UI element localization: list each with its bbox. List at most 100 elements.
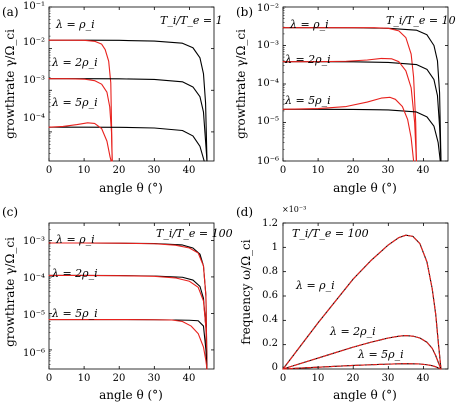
panel-a-xlabel: angle θ (°) xyxy=(99,181,163,195)
panel-d-ytick-label-1: 0.2 xyxy=(262,338,278,349)
panel-d-ytick-label-2: 0.4 xyxy=(262,314,278,325)
panel-d-temp-ratio: T_i/T_e = 100 xyxy=(292,227,369,240)
panel-d: (d) 0 0.2 0.4 0.6 0.8 1 1.2 ×10⁻³ 0 10 2… xyxy=(236,205,449,402)
panel-c-series-3-red xyxy=(48,274,208,370)
panel-d-xtick-label-0: 0 xyxy=(280,373,286,384)
panel-a-xtick-label-0: 0 xyxy=(46,165,52,176)
panel-b-temp-ratio: T_i/T_e = 10 xyxy=(386,14,456,27)
panel-d-xtick-label-1: 10 xyxy=(312,373,325,384)
panel-d-letter: (d) xyxy=(236,205,253,219)
panel-d-xticklabels: 0 10 20 30 40 xyxy=(280,373,430,384)
panel-d-xlabel: angle θ (°) xyxy=(333,388,397,402)
panel-b-xtick-label-4: 40 xyxy=(417,165,430,176)
panel-b-series-2-black xyxy=(282,61,442,162)
panel-c-series-5-red xyxy=(48,318,208,370)
panel-d-ytick-label-4: 0.8 xyxy=(262,266,278,277)
panel-d-series-1-red xyxy=(282,234,442,370)
panel-d-ytick-label-6: 1.2 xyxy=(262,218,278,229)
panel-a-series-0-black xyxy=(48,39,208,162)
panel-c-xtick-label-0: 0 xyxy=(46,373,52,384)
panel-a-series-3-red xyxy=(48,78,113,162)
panel-c-series-1-red xyxy=(48,242,208,370)
panel-a-ytick-label-0: 10⁻⁴ xyxy=(23,113,45,124)
panel-c-xlabel: angle θ (°) xyxy=(99,388,163,402)
panel-c-label-lambda-1: λ = ρ_i xyxy=(55,233,95,246)
panel-a-temp-ratio: T_i/T_e = 1 xyxy=(160,14,223,27)
panel-a-series-1-red xyxy=(48,39,113,162)
panel-d-label-lambda-5: λ = 5ρ_i xyxy=(357,348,404,361)
panel-a-series-2-black xyxy=(48,78,208,162)
panel-d-label-lambda-2: λ = 2ρ_i xyxy=(329,325,376,338)
panel-c-label-lambda-5: λ = 5ρ_i xyxy=(51,307,98,320)
panel-a-label-lambda-1: λ = ρ_i xyxy=(55,18,95,31)
panel-d-xtick-label-3: 30 xyxy=(382,373,395,384)
panel-b-yticklabels: 10⁻⁶ 10⁻⁵ 10⁻⁴ 10⁻³ 10⁻² xyxy=(257,3,279,167)
panel-c-ytick-label-1: 10⁻⁵ xyxy=(23,310,45,321)
panel-b-ylabel: growthrate γ/Ω_ci xyxy=(234,29,248,139)
panel-c-ytick-label-0: 10⁻⁶ xyxy=(23,348,45,359)
panel-d-y-multiplier: ×10⁻³ xyxy=(282,205,306,214)
panel-b-xtick-label-1: 10 xyxy=(312,165,325,176)
panel-b-letter: (b) xyxy=(236,5,253,19)
panel-a-xtick-label-4: 40 xyxy=(183,165,196,176)
panel-b-ytick-label-3: 10⁻³ xyxy=(257,40,279,51)
panel-b-series-1-red xyxy=(282,27,417,162)
panel-d-plot xyxy=(282,222,449,370)
panel-d-yticklabels: 0 0.2 0.4 0.6 0.8 1 1.2 xyxy=(262,218,278,373)
panel-b-label-lambda-1: λ = ρ_i xyxy=(289,18,329,31)
panel-a-xticklabels: 0 10 20 30 40 xyxy=(46,165,196,176)
panel-c-xtick-label-4: 40 xyxy=(183,373,196,384)
panel-c-xtick-label-3: 30 xyxy=(148,373,161,384)
panel-b-ytick-label-0: 10⁻⁶ xyxy=(257,156,279,167)
panel-b-label-lambda-5: λ = 5ρ_i xyxy=(284,94,331,107)
panel-c-temp-ratio: T_i/T_e = 100 xyxy=(156,227,233,240)
panel-a-yticklabels: 10⁻⁴ 10⁻³ 10⁻² 10⁻¹ xyxy=(23,1,45,124)
panel-c: (c) 10⁻⁶ 10⁻⁵ 10⁻⁴ 10⁻³ 0 10 20 30 40 an… xyxy=(2,205,233,402)
panel-d-ytick-label-5: 1 xyxy=(272,242,278,253)
panel-a-plot xyxy=(48,6,215,162)
panel-b: (b) 10⁻⁶ 10⁻⁵ 10⁻⁴ 10⁻³ 10⁻² 0 10 20 30 … xyxy=(234,3,456,195)
panel-c-series-4-black xyxy=(48,318,208,370)
panel-c-series-0-black xyxy=(48,242,208,370)
panel-a-label-lambda-5: λ = 5ρ_i xyxy=(51,96,98,109)
panel-c-letter: (c) xyxy=(2,205,18,219)
panel-a-xtick-label-2: 20 xyxy=(113,165,126,176)
panel-b-series-3-red xyxy=(282,57,417,162)
panel-a-ytick-label-3: 10⁻¹ xyxy=(23,1,45,12)
panel-b-xtick-label-2: 20 xyxy=(347,165,360,176)
panel-a-series-5-red xyxy=(48,122,112,162)
panel-b-series-5-red xyxy=(282,96,415,162)
panel-d-ytick-label-0: 0 xyxy=(272,362,278,373)
panel-b-ytick-label-1: 10⁻⁵ xyxy=(257,116,279,127)
panel-c-ytick-label-2: 10⁻⁴ xyxy=(23,273,45,284)
panel-c-xtick-label-2: 20 xyxy=(113,373,126,384)
panel-b-xtick-label-0: 0 xyxy=(280,165,286,176)
panel-b-series-4-black xyxy=(282,108,441,162)
panel-a-label-lambda-2: λ = 2ρ_i xyxy=(51,56,98,69)
panel-b-label-lambda-2: λ = 2ρ_i xyxy=(284,53,331,66)
panel-a-ylabel: growthrate γ/Ω_ci xyxy=(3,29,17,139)
panel-a-series-4-black xyxy=(48,126,205,162)
panel-b-ytick-label-2: 10⁻⁴ xyxy=(257,78,279,89)
panel-b-xticklabels: 0 10 20 30 40 xyxy=(280,165,430,176)
panel-a-xtick-label-1: 10 xyxy=(78,165,91,176)
panel-d-xtick-label-2: 20 xyxy=(347,373,360,384)
panel-d-ytick-label-3: 0.6 xyxy=(262,290,278,301)
panel-c-label-lambda-2: λ = 2ρ_i xyxy=(51,267,98,280)
panel-b-plot xyxy=(282,6,449,162)
panel-a-ytick-label-1: 10⁻³ xyxy=(23,75,45,86)
panel-c-ylabel: growthrate γ/Ω_ci xyxy=(3,237,17,347)
panel-a-xtick-label-3: 30 xyxy=(148,165,161,176)
panel-b-ytick-label-4: 10⁻² xyxy=(257,3,279,14)
panel-d-series-5-red xyxy=(282,363,442,370)
panel-a: (a) 10⁻⁴ 10⁻³ 10⁻² 10⁻¹ 0 10 20 30 40 an… xyxy=(2,1,223,195)
panel-b-xlabel: angle θ (°) xyxy=(333,181,397,195)
panel-c-xticklabels: 0 10 20 30 40 xyxy=(46,373,196,384)
panel-d-label-lambda-1: λ = ρ_i xyxy=(295,279,335,292)
panel-a-letter: (a) xyxy=(2,5,19,19)
panel-c-ytick-label-3: 10⁻³ xyxy=(23,236,45,247)
panel-a-ytick-label-2: 10⁻² xyxy=(23,37,45,48)
panel-c-plot xyxy=(48,222,215,370)
panel-a-axes-frame xyxy=(48,6,215,162)
panel-c-yticklabels: 10⁻⁶ 10⁻⁵ 10⁻⁴ 10⁻³ xyxy=(23,236,45,359)
